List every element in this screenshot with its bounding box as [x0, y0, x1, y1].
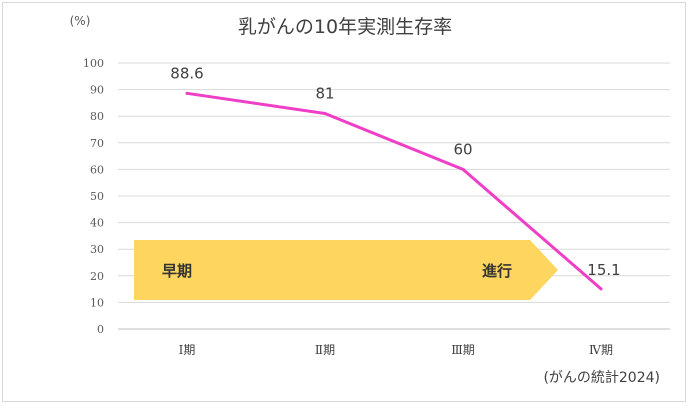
- progression-arrow-shape: [134, 240, 558, 300]
- y-tick-label: 30: [90, 243, 104, 256]
- y-tick-label: 70: [90, 137, 104, 150]
- y-tick-label: 60: [90, 163, 104, 176]
- y-axis-ticks: 0 10 20 30 40 50 60 70 80 90 100: [83, 57, 104, 336]
- data-point: [461, 167, 465, 171]
- data-labels: 88.6 81 60 15.1: [170, 64, 620, 279]
- arrow-label-early: 早期: [162, 262, 192, 280]
- source-note: (がんの統計2024): [543, 370, 660, 386]
- x-axis-categories: Ⅰ期 Ⅱ期 Ⅲ期 Ⅳ期: [179, 343, 613, 357]
- y-tick-label: 40: [90, 217, 104, 230]
- y-axis-unit: (%): [70, 14, 91, 28]
- data-point: [599, 287, 603, 291]
- arrow-label-advanced: 進行: [482, 262, 512, 280]
- chart-frame: [2, 2, 686, 402]
- y-tick-label: 80: [90, 110, 104, 123]
- x-category-label: Ⅲ期: [451, 343, 475, 357]
- data-label: 15.1: [587, 261, 620, 279]
- y-tick-label: 50: [90, 190, 104, 203]
- series-line-0: [185, 91, 603, 291]
- x-category-label: Ⅳ期: [589, 343, 613, 357]
- series-lines: [185, 91, 603, 291]
- x-category-label: Ⅱ期: [315, 343, 335, 357]
- data-point: [323, 112, 327, 116]
- y-tick-label: 20: [90, 270, 104, 283]
- data-label: 81: [315, 85, 334, 103]
- data-label: 60: [453, 140, 472, 158]
- data-label: 88.6: [170, 64, 203, 82]
- progression-arrow: 早期 進行: [134, 240, 558, 300]
- y-tick-label: 10: [90, 296, 104, 309]
- y-tick-label: 100: [83, 57, 104, 70]
- y-tick-label: 90: [90, 84, 104, 97]
- chart-title: 乳がんの10年実測生存率: [238, 16, 452, 38]
- x-category-label: Ⅰ期: [179, 343, 196, 357]
- y-tick-label: 0: [97, 323, 104, 336]
- data-point: [185, 91, 189, 95]
